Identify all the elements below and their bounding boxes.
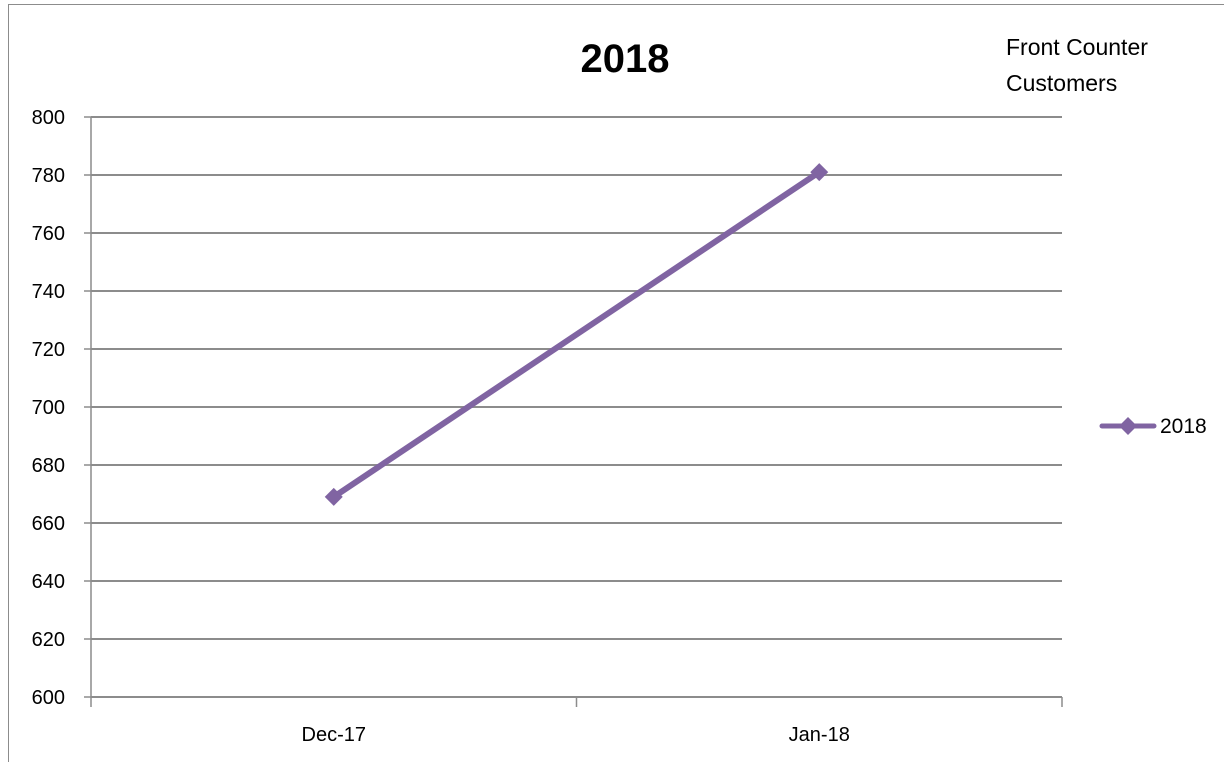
y-tick-label: 620 <box>32 629 65 651</box>
y-tick-label: 660 <box>32 513 65 535</box>
annotation-line-2: Customers <box>1006 70 1117 96</box>
legend-marker <box>1119 417 1137 435</box>
y-tick-label: 780 <box>32 165 65 187</box>
gridlines <box>91 116 1062 698</box>
series-line-0 <box>330 169 823 500</box>
data-point <box>324 487 343 506</box>
x-tick-label: Jan-18 <box>789 724 850 746</box>
chart-frame <box>8 4 1224 762</box>
y-tick-label: 760 <box>32 223 65 245</box>
chart-title: 2018 <box>581 37 670 81</box>
series-layer <box>324 163 829 506</box>
legend-label: 2018 <box>1160 415 1207 438</box>
y-tick-label: 800 <box>32 107 65 129</box>
y-tick-label: 720 <box>32 339 65 361</box>
axes: 600 620 640 660 680 700 720 740 760 780 800 Dec-17 J… <box>32 107 1063 746</box>
data-point <box>810 163 829 182</box>
y-tick-label: 680 <box>32 455 65 477</box>
y-tick-label: 700 <box>32 397 65 419</box>
legend: 2018 <box>1099 415 1207 438</box>
x-tick-label: Dec-17 <box>302 724 366 746</box>
y-tick-label: 740 <box>32 281 65 303</box>
annotation-line-1: Front Counter <box>1006 34 1148 60</box>
y-tick-label: 640 <box>32 571 65 593</box>
y-tick-label: 600 <box>32 687 65 709</box>
